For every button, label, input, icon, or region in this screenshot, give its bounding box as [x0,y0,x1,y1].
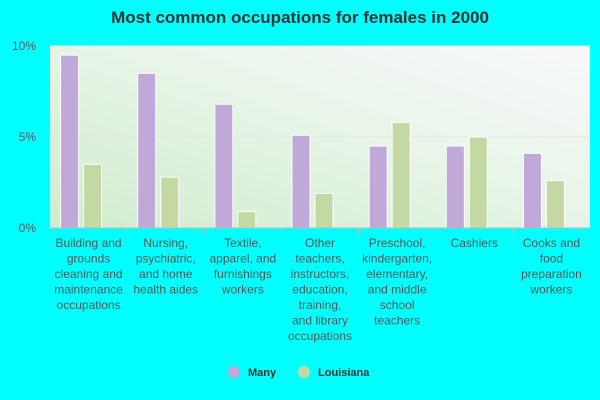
legend-label-many: Many [248,367,277,379]
y-tick-label: 10% [12,39,36,53]
legend-label-louisiana: Louisiana [318,367,370,379]
x-category-label: Textile, apparel, and furnishings workers [209,236,276,297]
bar-louisiana-6 [545,180,565,229]
bar-many-0 [60,54,80,229]
bar-louisiana-4 [391,121,411,229]
y-tick-label: 0% [19,221,37,235]
bar-louisiana-0 [83,163,103,229]
bar-many-1 [137,72,157,229]
bar-many-3 [291,134,311,229]
bar-many-2 [214,103,234,229]
legend-swatch-many [228,366,240,378]
bar-many-5 [445,145,465,229]
bar-louisiana-5 [468,136,488,229]
x-category-label: Cooks and food preparation workers [521,236,582,297]
x-category-label: Cashiers [451,236,498,250]
bar-louisiana-2 [237,211,257,229]
bar-louisiana-1 [160,176,180,229]
bar-many-4 [368,145,388,229]
chart-title: Most common occupations for females in 2… [111,8,489,27]
y-tick-label: 5% [19,130,37,144]
x-category-label: Building and grounds cleaning and maintenan… [54,236,123,312]
bar-louisiana-3 [314,192,334,229]
bar-many-6 [522,152,542,229]
x-category-label: Other teachers, instructors, education, trai… [288,236,352,343]
x-category-label: Preschool, kindergarten, elementary, and mi… [362,236,432,328]
x-category-label: Nursing, psychiatric, and home health aides [133,236,198,297]
legend-swatch-louisiana [298,366,310,378]
